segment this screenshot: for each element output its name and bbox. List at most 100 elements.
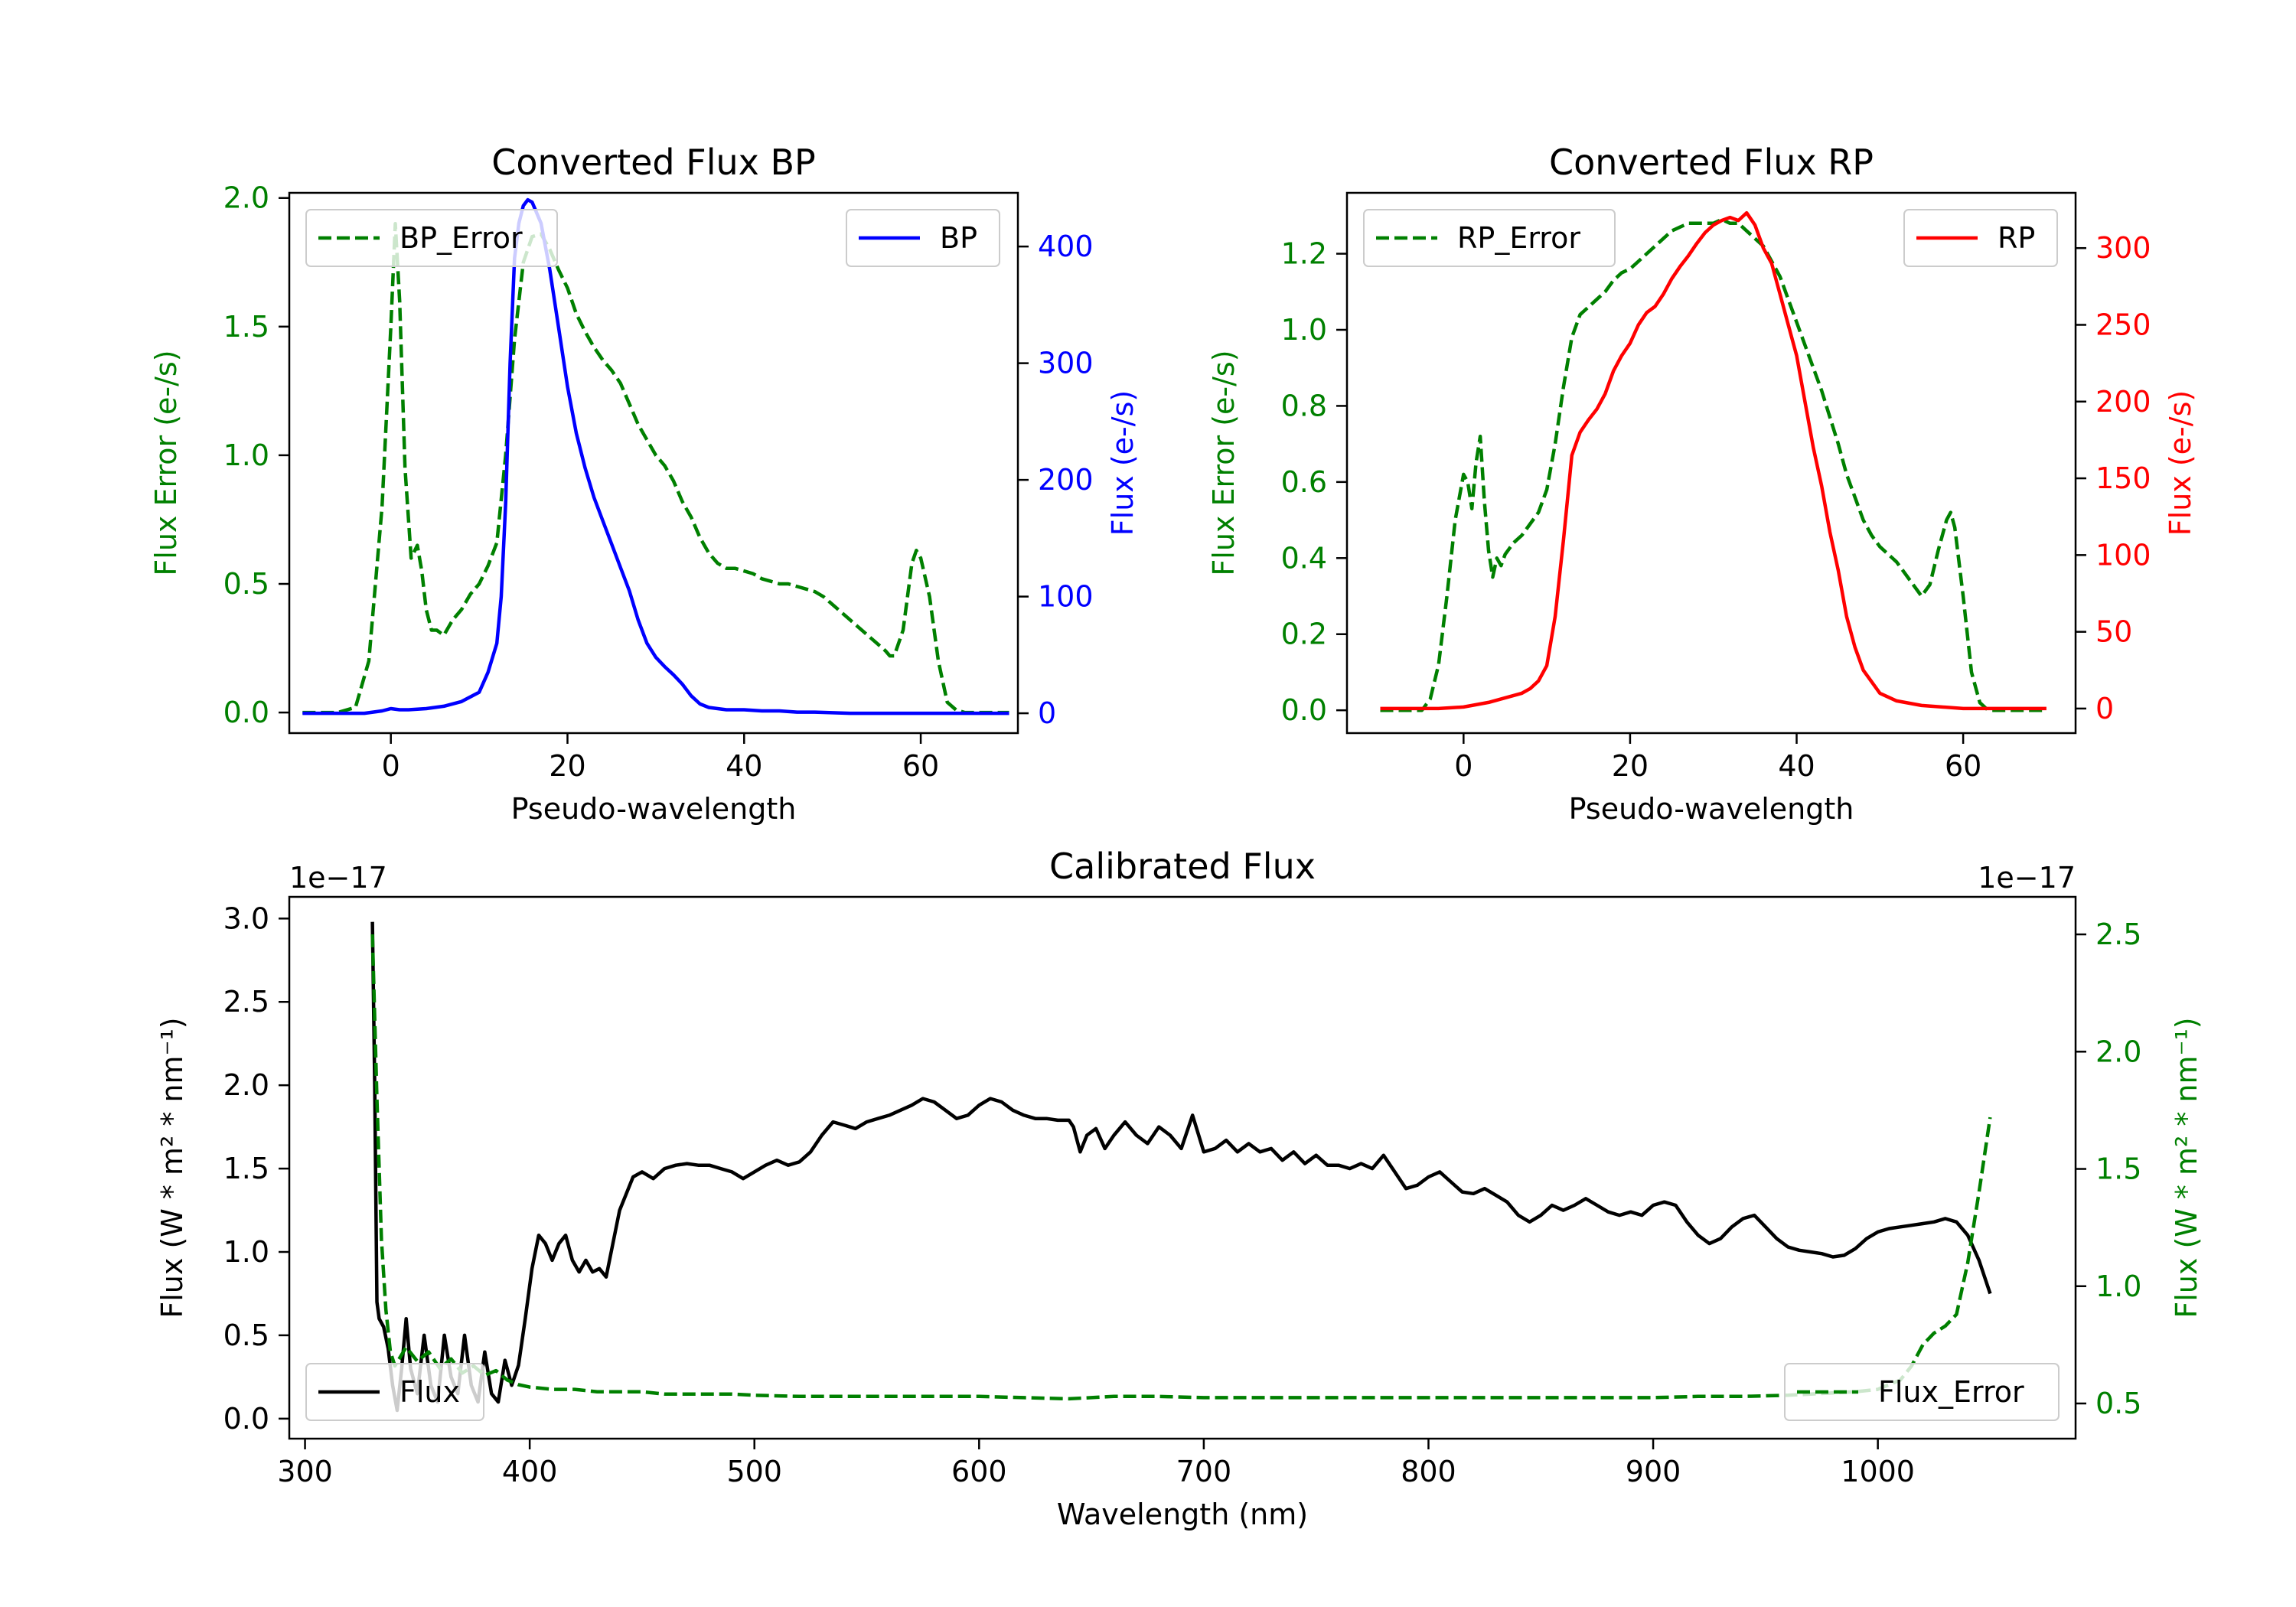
bp-series-bp-error-line: [302, 222, 1009, 715]
cal-y-right-tick-label: 2.5: [2095, 918, 2141, 951]
rp-y-left-tick-label: 0.6: [1281, 465, 1327, 499]
rp-x-tick-label: 60: [1945, 749, 1981, 783]
bp-plot-frame: [288, 191, 1019, 735]
cal-x-axis-label: Wavelength (nm): [1057, 1498, 1308, 1531]
rp-legend-left: RP_Error: [1363, 209, 1616, 267]
bp-series-bp-line: [302, 197, 1009, 715]
cal-chart-title: Calibrated Flux: [1049, 846, 1316, 887]
cal-legend-right: Flux_Error: [1784, 1363, 2060, 1421]
rp-legend-left-label: RP_Error: [1457, 221, 1580, 255]
bp-legend-right: BP: [846, 209, 1000, 267]
bp-legend-right-label: BP: [940, 221, 977, 255]
rp-y-right-tick-label: 150: [2095, 461, 2151, 495]
rp-y-right-axis-label: Flux (e-/s): [2164, 390, 2197, 536]
cal-y-left-axis-label: Flux (W * m² * nm⁻¹): [155, 1017, 189, 1318]
cal-y-left-tick-label: 2.5: [223, 985, 269, 1019]
rp-series-rp-error-line: [1380, 217, 2047, 712]
cal-x-tick-label: 700: [1176, 1455, 1232, 1488]
cal-legend-right-box: [1784, 1363, 2060, 1421]
cal-legend-left-label: Flux: [400, 1375, 460, 1409]
rp-x-tick-label: 40: [1778, 749, 1815, 783]
bp-x-tick-label: 0: [382, 749, 400, 783]
rp-y-left-tick-label: 1.0: [1281, 313, 1327, 347]
cal-y-left-tick-label: 0.0: [223, 1402, 269, 1436]
cal-y-right-tick-label: 0.5: [2095, 1387, 2141, 1420]
bp-chart: 0 20 40 60 0.0 0.5 1.0 1.5 2.0 0 100 200 300 400 Conve…: [149, 142, 1140, 826]
cal-y-right-offset-label: 1e−17: [1978, 861, 2076, 895]
rp-y-right-tick-label: 50: [2095, 615, 2132, 649]
cal-y-left-tick-label: 1.5: [223, 1152, 269, 1185]
cal-y-left-tick-label: 3.0: [223, 901, 269, 935]
rp-y-right-tick-label: 250: [2095, 308, 2151, 341]
rp-chart-title: Converted Flux RP: [1549, 142, 1874, 183]
bp-y-left-axis-label: Flux Error (e-/s): [149, 350, 183, 575]
bp-legend-left-box: [305, 209, 558, 267]
rp-x-axis-label: Pseudo-wavelength: [1569, 792, 1854, 826]
rp-y-right-tick-label: 100: [2095, 538, 2151, 572]
cal-series-flux-error-line: [370, 934, 1992, 1401]
rp-legend-left-box: [1363, 209, 1616, 267]
cal-x-tick-label: 800: [1401, 1455, 1456, 1488]
rp-series-rp-line: [1380, 210, 2047, 711]
rp-y-left-tick-label: 0.2: [1281, 618, 1327, 651]
bp-x-tick-label: 20: [549, 749, 585, 783]
cal-legend-left: Flux: [305, 1363, 484, 1421]
bp-y-right-tick-label: 300: [1038, 347, 1094, 380]
cal-x-tick-label: 900: [1626, 1455, 1681, 1488]
cal-x-tick-label: 300: [277, 1455, 333, 1488]
bp-y-left-tick-label: 2.0: [223, 181, 269, 215]
rp-legend-right-box: [1903, 209, 2058, 267]
cal-y-left-offset-label: 1e−17: [289, 861, 387, 895]
bp-x-tick-label: 40: [726, 749, 762, 783]
rp-y-right-tick-label: 300: [2095, 231, 2151, 265]
cal-y-left-tick-label: 0.5: [223, 1319, 269, 1352]
cal-x-tick-label: 1000: [1841, 1455, 1915, 1488]
cal-y-right-tick-label: 1.0: [2095, 1270, 2141, 1303]
bp-legend-left-label: BP_Error: [400, 221, 523, 255]
rp-y-right-tick-label: 200: [2095, 385, 2151, 419]
bp-y-right-tick-label: 100: [1038, 580, 1094, 614]
rp-legend-right: RP: [1903, 209, 2058, 267]
rp-chart: 0 20 40 60 0.0 0.2 0.4 0.6 0.8 1.0 1.2 0 50 100 150 200…: [1207, 142, 2197, 826]
bp-y-right-tick-label: 200: [1038, 463, 1094, 497]
cal-legend-left-box: [305, 1363, 484, 1421]
bp-x-axis-label: Pseudo-wavelength: [511, 792, 797, 826]
cal-y-right-axis-label: Flux (W * m² * nm⁻¹): [2170, 1017, 2203, 1318]
cal-series-group: [370, 921, 1992, 1413]
cal-series-flux-line: [370, 921, 1992, 1413]
rp-y-left-tick-label: 0.0: [1281, 693, 1327, 727]
bp-y-left-tick-label: 0.5: [223, 567, 269, 601]
cal-chart: 300 400 500 600 700 800 900 1000 0.0 0.5 1.0 1.5 2.0…: [155, 846, 2203, 1531]
bp-series-group: [302, 197, 1009, 715]
cal-x-tick-label: 500: [726, 1455, 782, 1488]
rp-y-left-axis-label: Flux Error (e-/s): [1207, 350, 1241, 575]
cal-y-left-tick-label: 1.0: [223, 1235, 269, 1269]
bp-chart-title: Converted Flux BP: [491, 142, 816, 183]
bp-x-tick-label: 60: [902, 749, 939, 783]
bp-y-right-axis-label: Flux (e-/s): [1106, 390, 1140, 536]
rp-y-left-tick-label: 1.2: [1281, 237, 1327, 271]
cal-y-right-tick-label: 2.0: [2095, 1035, 2141, 1068]
bp-y-left-tick-label: 1.5: [223, 310, 269, 344]
rp-y-left-tick-label: 0.8: [1281, 389, 1327, 422]
rp-x-tick-label: 0: [1454, 749, 1473, 783]
cal-y-left-tick-label: 2.0: [223, 1068, 269, 1102]
rp-series-group: [1380, 210, 2047, 712]
cal-legend-right-label: Flux_Error: [1878, 1375, 2024, 1409]
bp-y-left-tick-label: 0.0: [223, 696, 269, 729]
cal-plot-frame: [288, 895, 2077, 1440]
rp-legend-right-label: RP: [1998, 221, 2035, 255]
cal-x-tick-label: 600: [951, 1455, 1007, 1488]
rp-plot-frame: [1345, 191, 2077, 735]
bp-legend-left: BP_Error: [305, 209, 558, 267]
cal-y-right-tick-label: 1.5: [2095, 1152, 2141, 1186]
rp-y-right-tick-label: 0: [2095, 692, 2114, 725]
rp-y-left-tick-label: 0.4: [1281, 541, 1327, 575]
rp-x-tick-label: 20: [1612, 749, 1649, 783]
bp-y-left-tick-label: 1.0: [223, 438, 269, 472]
bp-y-right-tick-label: 400: [1038, 230, 1094, 263]
cal-x-tick-label: 400: [502, 1455, 558, 1488]
bp-legend-right-box: [846, 209, 1000, 267]
bp-y-right-tick-label: 0: [1038, 696, 1056, 730]
